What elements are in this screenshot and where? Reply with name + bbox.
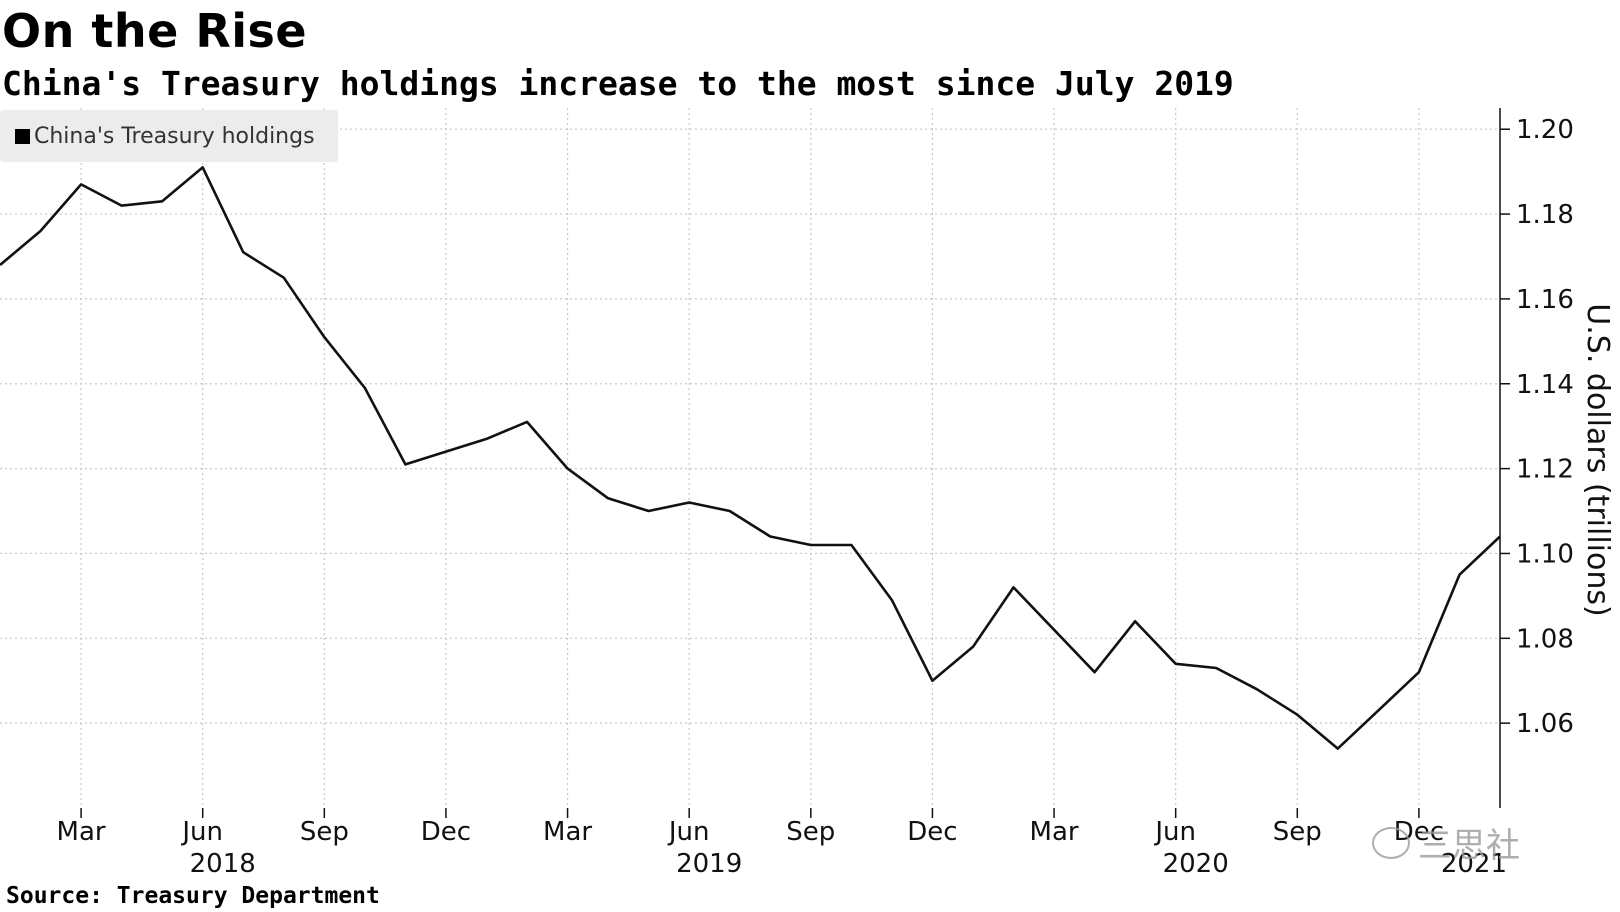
source-note: Source: Treasury Department [6, 883, 380, 909]
axis-layer [80, 108, 1510, 818]
chart-subtitle: China's Treasury holdings increase to th… [2, 64, 1234, 103]
y-tick-label: 1.20 [1516, 115, 1574, 145]
x-tick-label: Dec [421, 817, 471, 847]
y-tick-label: 1.16 [1516, 285, 1574, 315]
x-tick-label: Dec [907, 817, 957, 847]
grid-layer [0, 108, 1500, 808]
y-tick-label: 1.18 [1516, 200, 1574, 230]
series-line [0, 166, 1501, 750]
x-tick-label: Mar [1030, 817, 1079, 847]
legend-swatch [15, 128, 30, 144]
x-year-label: 2020 [1163, 849, 1229, 879]
wechat-icon [1372, 826, 1410, 859]
y-tick-label: 1.14 [1516, 370, 1574, 400]
x-tick-label: Jun [180, 817, 223, 847]
x-year-label: 2018 [190, 849, 256, 879]
x-tick-label: Sep [1273, 817, 1322, 847]
x-tick-label: Mar [543, 817, 592, 847]
watermark-text: 三思社 [1418, 826, 1520, 866]
legend-label: China's Treasury holdings [34, 123, 315, 149]
x-year-label: 2021 [1441, 849, 1507, 879]
watermark: 三思社 [1372, 818, 1520, 867]
x-year-label: 2019 [676, 849, 742, 879]
x-tick-label: Jun [1153, 817, 1196, 847]
y-tick-label: 1.06 [1516, 709, 1574, 739]
series-layer [0, 166, 1501, 750]
x-tick-label: Sep [300, 817, 349, 847]
chart-title: On the Rise [2, 4, 308, 58]
y-tick-label: 1.10 [1516, 539, 1574, 569]
x-tick-label: Mar [57, 817, 106, 847]
y-axis-title: U.S. dollars (trillions) [1580, 303, 1615, 616]
y-tick-label: 1.08 [1516, 624, 1574, 654]
y-tick-label: 1.12 [1516, 455, 1574, 485]
x-tick-label: Sep [786, 817, 835, 847]
legend: China's Treasury holdings [0, 110, 338, 162]
x-tick-label: Jun [667, 817, 710, 847]
